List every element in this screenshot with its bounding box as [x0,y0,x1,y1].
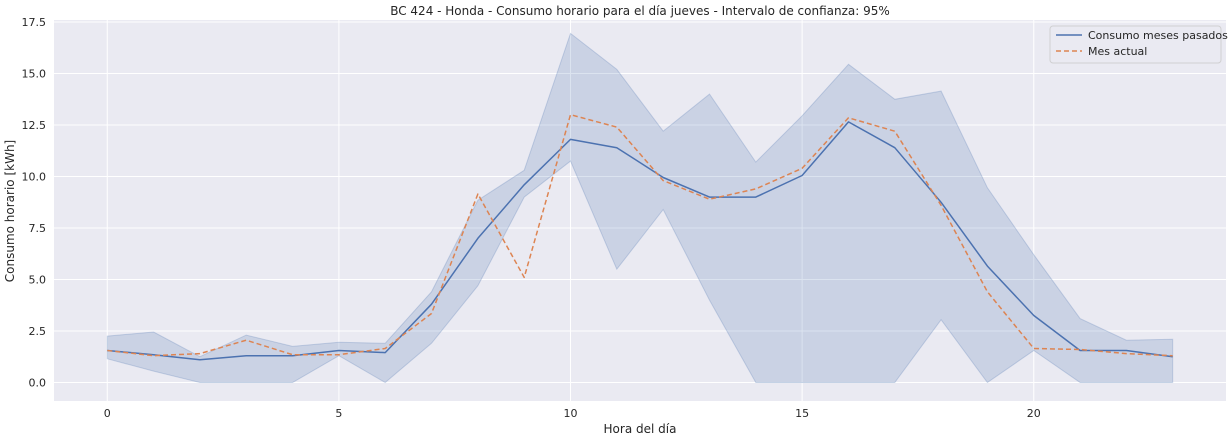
legend-label-consumo-meses-pasados: Consumo meses pasados [1088,29,1228,42]
grid-lines [54,20,1226,401]
x-tick-label: 20 [1027,407,1041,420]
legend-box [1049,25,1222,64]
legend: Consumo meses pasados Mes actual [1049,25,1228,64]
confidence-band-consumo-meses-pasados [106,32,1174,384]
x-tick-label: 10 [564,407,578,420]
x-tick-label: 15 [795,407,809,420]
x-tick-label: 5 [335,407,342,420]
y-tick-label: 2.5 [29,325,47,338]
legend-label-mes-actual: Mes actual [1088,45,1147,58]
y-tick-label: 7.5 [29,222,47,235]
y-tick-label: 12.5 [22,119,47,132]
y-axis-label: Consumo horario [kWh] [3,140,17,282]
y-tick-label: 10.0 [22,171,47,184]
chart-marks [106,32,1174,384]
x-axis-label: Hora del día [604,422,677,436]
y-tick-labels: 0.0 2.5 5.0 7.5 10.0 12.5 15.0 17.5 [22,16,47,389]
series-line-mes-actual [107,113,1173,357]
x-tick-labels: 0 5 10 15 20 [104,407,1041,420]
series-line-consumo-meses-pasados [107,121,1173,361]
chart-title: BC 424 - Honda - Consumo horario para el… [390,4,890,18]
x-tick-label: 0 [104,407,111,420]
y-tick-label: 0.0 [29,376,47,389]
y-tick-label: 5.0 [29,273,47,286]
y-tick-label: 15.0 [22,68,47,81]
y-tick-label: 17.5 [22,16,47,29]
plot-background [54,20,1226,401]
